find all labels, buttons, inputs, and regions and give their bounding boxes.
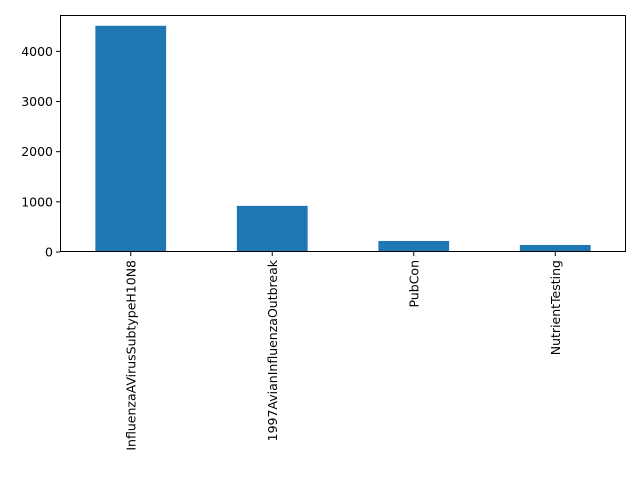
x-tick-label-2: PubCon xyxy=(406,260,421,307)
y-tick-label-1: 1000 xyxy=(21,194,53,209)
x-tick-label-0: InfluenzaAVirusSubtypeH10N8 xyxy=(123,260,138,451)
y-tick-label-2: 2000 xyxy=(21,144,53,159)
y-tick-label-3: 3000 xyxy=(21,94,53,109)
bar-2 xyxy=(378,240,450,252)
bar-0 xyxy=(95,25,167,253)
plot-frame xyxy=(60,15,626,252)
bars-group xyxy=(95,25,591,253)
y-tick-label-4: 4000 xyxy=(21,44,53,59)
bar-3 xyxy=(519,244,591,252)
x-tick-label-3: NutrientTesting xyxy=(548,260,563,355)
y-axis: 0 1000 2000 3000 4000 xyxy=(21,44,60,260)
x-axis: InfluenzaAVirusSubtypeH10N8 1997AvianInfl… xyxy=(123,252,563,451)
bar-1 xyxy=(236,205,308,252)
x-tick-label-1: 1997AvianInfluenzaOutbreak xyxy=(265,259,280,441)
y-tick-label-0: 0 xyxy=(45,245,53,260)
